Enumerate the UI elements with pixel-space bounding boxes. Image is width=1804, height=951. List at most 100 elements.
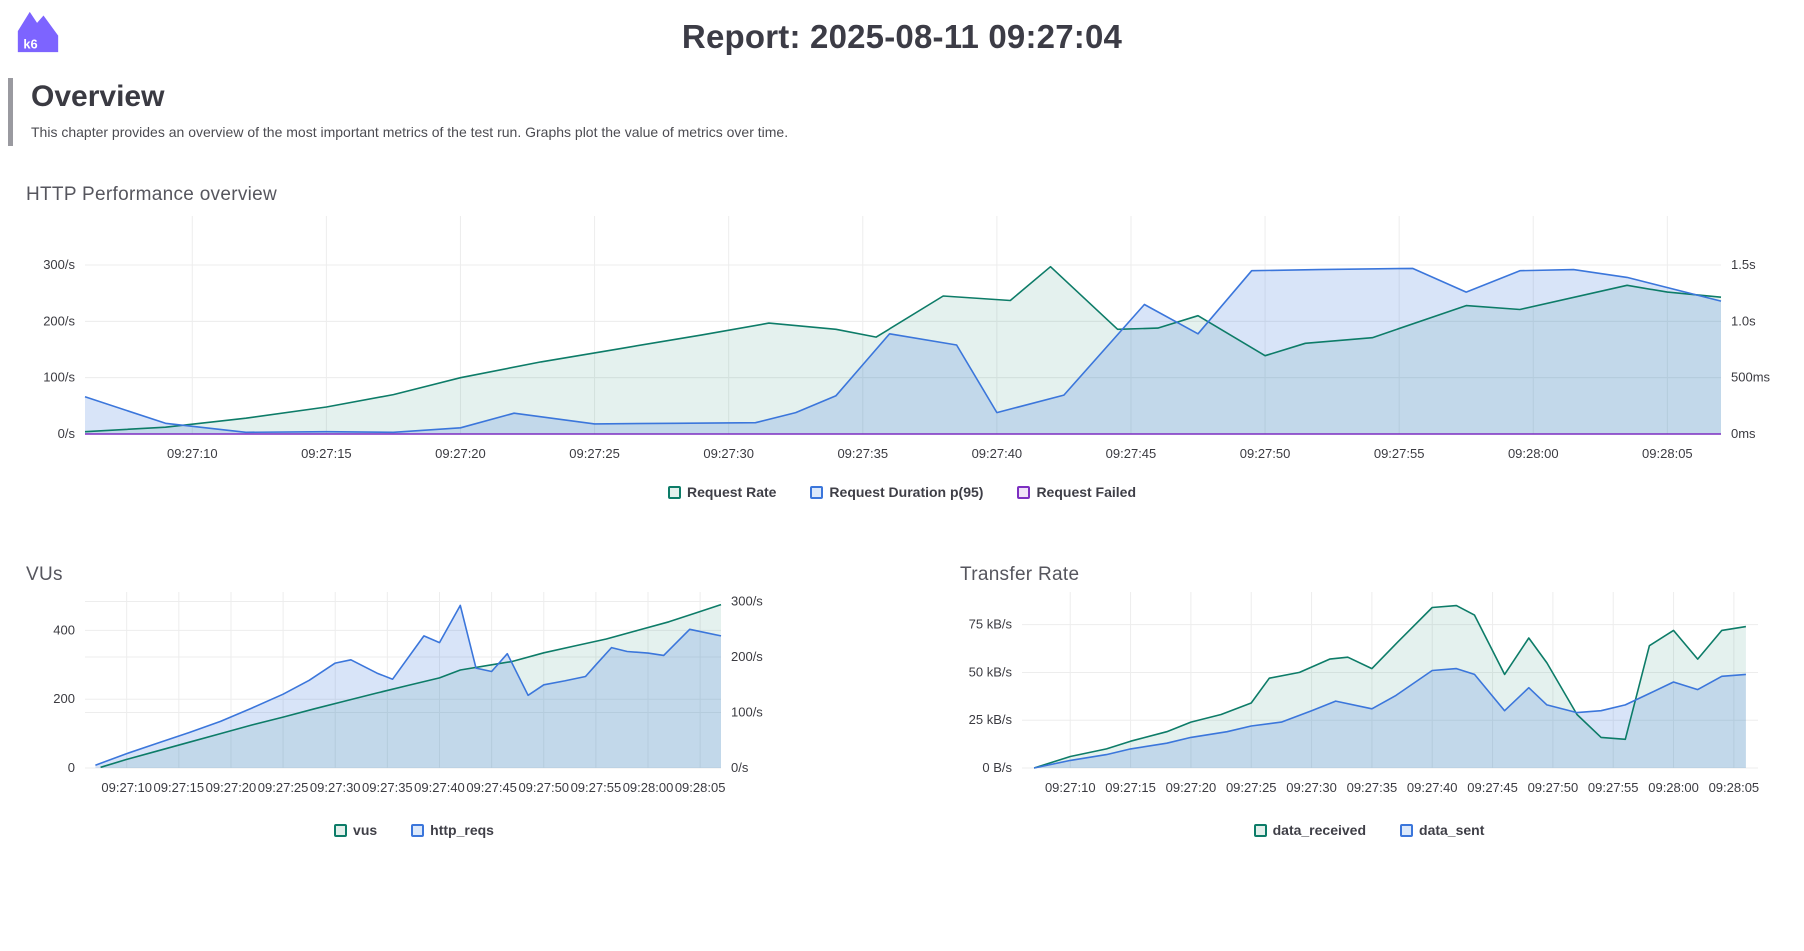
left-axis-tick-label: 0/s [58,426,76,441]
left-axis-tick-label: 75 kB/s [969,617,1013,632]
legend-swatch-icon [1253,823,1267,837]
x-axis-tick-label: 09:27:10 [101,780,152,795]
x-axis-tick-label: 09:28:05 [675,780,726,795]
overview-section-header: Overview This chapter provides an overvi… [8,78,1804,146]
x-axis-tick-label: 09:27:50 [1528,780,1579,795]
right-axis-tick-label: 100/s [731,705,763,720]
transfer-rate-legend: data_received data_sent [958,822,1780,838]
x-axis-tick-label: 09:27:10 [167,446,218,461]
x-axis-tick-label: 09:27:45 [1106,446,1157,461]
legend-label: data_received [1272,822,1367,838]
legend-item-vus[interactable]: vus [334,822,377,838]
transfer-rate-chart-block: Transfer Rate 09:27:10 09:27:15 09:27:20 09… [958,564,1780,838]
x-axis-tick-label: 09:27:40 [414,780,465,795]
x-axis-tick-label: 09:27:30 [310,780,361,795]
left-axis-tick-label: 25 kB/s [969,712,1013,727]
x-axis-tick-label: 09:27:15 [1105,780,1156,795]
x-axis-tick-label: 09:27:55 [571,780,622,795]
legend-swatch-icon [667,485,681,499]
x-axis-tick-label: 09:27:45 [1467,780,1518,795]
series-area-data-sent [1034,668,1746,768]
series-area-data-received [1034,605,1746,768]
legend-swatch-icon [1017,485,1031,499]
x-axis-tick-label: 09:28:05 [1709,780,1760,795]
legend-label: vus [353,822,378,838]
report-header: k6 Report: 2025-08-11 09:27:04 [0,0,1804,64]
chart-title-http-performance: HTTP Performance overview [26,184,278,205]
series-line-data-received [1033,604,1747,769]
series-area-request-rate [85,266,1721,434]
x-axis-tick-label: 09:27:40 [972,446,1023,461]
vus-chart: 09:27:10 09:27:15 09:27:20 09:27:25 09:27:30… [53,592,763,795]
k6-logo-text: k6 [23,37,37,52]
right-axis-tick-label: 1.5s [1731,257,1756,272]
x-axis-tick-label: 09:27:50 [1240,446,1291,461]
right-axis-tick-label: 1.0s [1731,313,1756,328]
legend-label: Request Rate [686,484,777,500]
left-axis-tick-label: 0 B/s [982,760,1012,775]
x-axis-tick-label: 09:28:00 [623,780,674,795]
series-area-vus [100,604,722,768]
legend-item-data-received[interactable]: data_received [1253,822,1367,838]
x-axis-tick-label: 09:27:55 [1374,446,1425,461]
series-area-http-reqs [95,605,721,768]
x-axis-tick-label: 09:27:20 [1166,780,1217,795]
series-line-http-reqs [95,604,722,766]
legend-label: Request Duration p(95) [829,484,984,500]
section-heading: Overview [31,80,165,113]
series-line-data-sent [1033,667,1746,769]
legend-label: http_reqs [430,822,494,838]
x-axis-tick-label: 09:28:05 [1642,446,1693,461]
x-axis-tick-label: 09:27:40 [1407,780,1458,795]
x-axis-tick-label: 09:27:50 [518,780,569,795]
right-axis-tick-label: 500ms [1731,370,1771,385]
legend-swatch-icon [411,823,425,837]
x-axis-tick-label: 09:27:30 [1286,780,1337,795]
charts-row: VUs 09:27:10 09:27:15 09:27:20 09:27:25 09:2… [24,564,1780,838]
x-axis-tick-label: 09:27:20 [435,446,486,461]
k6-logo-icon: k6 [17,11,59,53]
x-axis-tick-label: 09:27:25 [569,446,620,461]
legend-swatch-icon [334,823,348,837]
left-axis-tick-label: 300/s [43,257,75,272]
left-axis-tick-label: 100/s [43,370,75,385]
section-description: This chapter provides an overview of the… [31,124,789,140]
x-axis-tick-label: 09:27:25 [258,780,309,795]
x-axis-tick-label: 09:27:55 [1588,780,1639,795]
vus-legend: vus http_reqs [24,822,804,838]
x-axis-tick-label: 09:27:15 [301,446,352,461]
x-axis-tick-label: 09:27:30 [703,446,754,461]
legend-label: data_sent [1419,822,1485,838]
right-axis-tick-label: 0/s [731,760,749,775]
http-performance-chart-block: HTTP Performance overview 09:27:10 09:27:… [24,184,1780,500]
vus-chart-block: VUs 09:27:10 09:27:15 09:27:20 09:27:25 09:2… [24,564,804,838]
series-line-request-duration-p-95- [84,267,1722,434]
x-axis-tick-label: 09:27:35 [362,780,413,795]
chart-title-transfer-rate: Transfer Rate [960,564,1080,585]
left-axis-tick-label: 200 [53,691,75,706]
legend-item-http-reqs[interactable]: http_reqs [411,822,494,838]
x-axis-tick-label: 09:27:35 [1347,780,1398,795]
x-axis-tick-label: 09:27:35 [837,446,888,461]
x-axis-tick-label: 09:27:10 [1045,780,1096,795]
left-axis-tick-label: 200/s [43,313,75,328]
left-axis-tick-label: 400 [53,622,75,637]
legend-label: Request Failed [1036,484,1137,500]
series-area-request-duration-p-95- [85,268,1721,434]
legend-item-request-failed[interactable]: Request Failed [1017,484,1136,500]
left-axis-tick-label: 0 [68,760,75,775]
x-axis-tick-label: 09:28:00 [1508,446,1559,461]
right-axis-tick-label: 0ms [1731,426,1756,441]
legend-item-request-rate[interactable]: Request Rate [667,484,777,500]
x-axis-tick-label: 09:27:45 [466,780,517,795]
legend-item-request-duration-p-95-[interactable]: Request Duration p(95) [810,484,983,500]
http-performance-chart: 09:27:10 09:27:15 09:27:20 09:27:25 09:27:30… [43,216,1771,461]
legend-swatch-icon [810,485,824,499]
x-axis-tick-label: 09:28:00 [1648,780,1699,795]
x-axis-tick-label: 09:27:25 [1226,780,1277,795]
page-title: Report: 2025-08-11 09:27:04 [681,18,1123,55]
right-axis-tick-label: 300/s [731,594,763,609]
legend-item-data-sent[interactable]: data_sent [1400,822,1484,838]
left-axis-tick-label: 50 kB/s [969,664,1013,679]
